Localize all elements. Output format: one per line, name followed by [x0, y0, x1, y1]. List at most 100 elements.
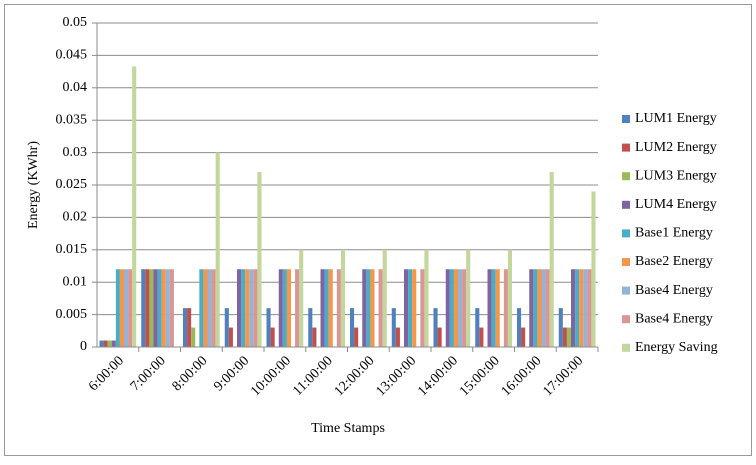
legend-swatch [622, 286, 630, 295]
bar [145, 269, 150, 347]
y-tick-label: 0.045 [56, 48, 88, 63]
legend-swatch [622, 115, 630, 123]
legend-label: LUM2 Energy [635, 140, 717, 155]
legend-label: Energy Saving [635, 340, 718, 355]
bar [103, 340, 108, 347]
y-tick-label: 0.035 [56, 112, 88, 127]
bar [165, 269, 170, 347]
bar [295, 269, 300, 347]
bar [408, 269, 413, 347]
legend-label: Base4 Energy [635, 311, 713, 326]
bar [575, 269, 580, 347]
bar [266, 308, 271, 347]
bar [119, 269, 124, 347]
legend-swatch [622, 229, 630, 238]
bar [270, 327, 275, 347]
y-tick-label: 0 [80, 339, 87, 354]
bar [237, 269, 242, 347]
bar [521, 327, 526, 347]
bar [257, 172, 262, 347]
bar [487, 269, 492, 347]
legend-label: LUM1 Energy [635, 111, 717, 126]
bar [191, 327, 196, 347]
bar [466, 249, 471, 347]
x-axis-title: Time Stamps [311, 421, 385, 436]
bar [571, 269, 576, 347]
bar [245, 269, 250, 347]
bar [533, 269, 538, 347]
bar [562, 327, 567, 347]
bar [132, 66, 137, 347]
bar [161, 269, 166, 347]
y-tick-label: 0.005 [56, 307, 88, 322]
bar [286, 269, 291, 347]
bar [336, 269, 341, 347]
bar [241, 269, 246, 347]
bar [183, 308, 188, 347]
legend-label: Base4 Energy [635, 283, 713, 298]
bar [308, 308, 313, 347]
bar [115, 269, 120, 347]
bar [320, 269, 325, 347]
bar [215, 152, 220, 347]
bar [187, 308, 192, 347]
bar [324, 269, 329, 347]
bar [566, 327, 572, 347]
bar [350, 308, 355, 347]
bar [545, 269, 550, 347]
bar [491, 269, 496, 347]
bar [453, 269, 458, 347]
bar [549, 172, 554, 347]
bar [224, 308, 229, 347]
bar [437, 327, 442, 347]
bar [312, 327, 317, 347]
bar [107, 340, 112, 347]
bar [579, 269, 584, 347]
legend-label: LUM3 Energy [635, 168, 717, 183]
bar [558, 308, 563, 347]
bar [587, 269, 592, 347]
bar [253, 269, 258, 347]
legend-label: LUM4 Energy [635, 197, 717, 212]
bar [412, 269, 417, 347]
y-tick-label: 0.015 [56, 242, 88, 257]
bar [366, 269, 371, 347]
y-tick-label: 0.025 [56, 177, 88, 192]
y-axis-title: Energy (KWhr) [26, 141, 41, 229]
legend-swatch [622, 258, 630, 266]
bar [529, 269, 534, 347]
bar [111, 340, 116, 347]
bar [249, 269, 254, 347]
bar [299, 249, 304, 347]
bar [370, 269, 375, 347]
bar [424, 249, 429, 347]
y-tick-label: 0.02 [63, 210, 88, 225]
bar [362, 269, 367, 347]
bar [583, 269, 588, 347]
y-tick-label: 0.01 [63, 274, 88, 289]
legend-swatch [622, 343, 630, 352]
y-tick-label: 0.04 [63, 80, 88, 95]
bar [449, 269, 454, 347]
bar [153, 269, 158, 347]
bar [211, 269, 216, 347]
bar [503, 269, 508, 347]
bar [99, 340, 104, 347]
bar [354, 327, 359, 347]
bar [149, 269, 154, 347]
bar [391, 308, 396, 347]
bar [395, 327, 400, 347]
bar [495, 269, 500, 347]
bar [507, 249, 512, 347]
bar [537, 269, 542, 347]
bar [378, 269, 383, 347]
bar [228, 327, 233, 347]
bar [128, 269, 133, 347]
bar [123, 269, 129, 347]
bar [404, 269, 409, 347]
bar [157, 269, 162, 347]
legend-label: Base1 Energy [635, 226, 713, 241]
bar [462, 269, 467, 347]
